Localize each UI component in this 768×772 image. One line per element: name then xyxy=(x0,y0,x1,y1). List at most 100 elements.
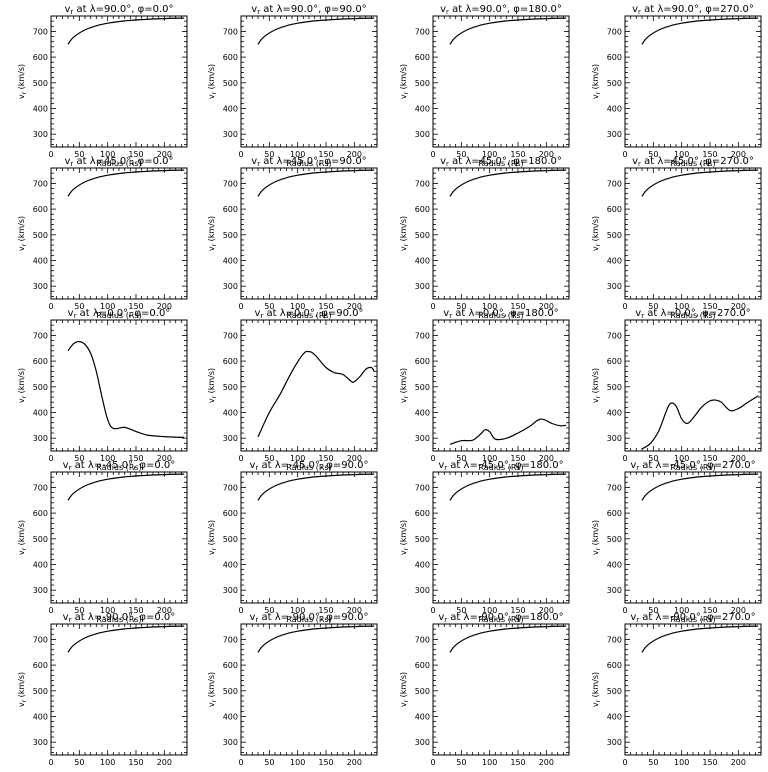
y-tick-label: 300 xyxy=(415,434,430,443)
plot-frame xyxy=(432,623,570,756)
y-axis-label: vr (km/s) xyxy=(399,368,410,403)
y-axis-label: vr (km/s) xyxy=(17,216,28,251)
plot-frame xyxy=(624,319,762,452)
y-tick-label: 600 xyxy=(33,661,48,670)
x-axis-label: Radius (Rs) xyxy=(670,615,715,624)
x-axis-label: Radius (Rs) xyxy=(96,159,141,168)
series-line xyxy=(641,473,759,501)
y-tick-label: 500 xyxy=(33,383,48,392)
y-tick-label: 300 xyxy=(33,282,48,291)
plot-frame xyxy=(240,319,378,452)
y-tick-label: 300 xyxy=(607,586,622,595)
y-tick-label: 300 xyxy=(223,586,238,595)
x-tick-label: 200 xyxy=(157,758,172,767)
y-tick-label: 500 xyxy=(415,383,430,392)
y-tick-label: 500 xyxy=(607,383,622,392)
x-axis-label: Radius (Rs) xyxy=(96,311,141,320)
y-tick-label: 500 xyxy=(607,231,622,240)
y-tick-label: 400 xyxy=(223,408,238,417)
x-tick-label: 150 xyxy=(702,150,717,159)
y-tick-label: 600 xyxy=(415,53,430,62)
x-tick-label: 50 xyxy=(456,150,466,159)
x-tick-label: 50 xyxy=(456,606,466,615)
y-tick-label: 300 xyxy=(607,434,622,443)
y-tick-label: 700 xyxy=(223,331,238,340)
y-axis-label: vr (km/s) xyxy=(591,520,602,555)
x-tick-label: 200 xyxy=(347,150,362,159)
x-axis-label: Radius (Rs) xyxy=(96,463,141,472)
y-axis-label: vr (km/s) xyxy=(207,64,218,99)
x-tick-label: 0 xyxy=(622,454,627,463)
x-tick-label: 150 xyxy=(702,302,717,311)
y-tick-label: 400 xyxy=(33,104,48,113)
series-line xyxy=(67,473,185,501)
x-tick-label: 200 xyxy=(157,302,172,311)
y-axis-label: vr (km/s) xyxy=(17,368,28,403)
plot-frame xyxy=(50,471,188,604)
plot-frame xyxy=(50,623,188,756)
y-axis-label: vr (km/s) xyxy=(399,520,410,555)
x-tick-label: 150 xyxy=(318,302,333,311)
x-tick-label: 200 xyxy=(539,150,554,159)
x-tick-label: 50 xyxy=(264,758,274,767)
y-tick-label: 600 xyxy=(607,661,622,670)
y-axis-label: vr (km/s) xyxy=(17,672,28,707)
plot-frame xyxy=(432,15,570,148)
x-tick-label: 100 xyxy=(100,758,115,767)
series-line xyxy=(449,473,567,501)
x-tick-label: 100 xyxy=(674,150,689,159)
x-tick-label: 100 xyxy=(290,302,305,311)
panel-title: vr at λ=90.0°, φ=270.0° xyxy=(632,4,754,16)
y-tick-label: 600 xyxy=(415,661,430,670)
y-tick-label: 600 xyxy=(223,509,238,518)
y-tick-label: 600 xyxy=(415,509,430,518)
x-tick-label: 150 xyxy=(702,454,717,463)
series-line xyxy=(67,340,185,438)
x-tick-label: 100 xyxy=(290,150,305,159)
panel-title: vr at λ=-90.0°, φ=270.0° xyxy=(630,612,755,624)
y-tick-label: 700 xyxy=(33,27,48,36)
x-tick-label: 0 xyxy=(238,606,243,615)
x-tick-label: 200 xyxy=(347,606,362,615)
x-tick-label: 200 xyxy=(347,302,362,311)
x-axis-label: Radius (Rs) xyxy=(670,463,715,472)
x-tick-label: 0 xyxy=(238,454,243,463)
x-tick-label: 50 xyxy=(648,302,658,311)
plot-frame xyxy=(432,319,570,452)
y-tick-label: 500 xyxy=(607,687,622,696)
x-tick-label: 100 xyxy=(674,758,689,767)
y-tick-label: 600 xyxy=(415,205,430,214)
x-tick-label: 50 xyxy=(74,758,84,767)
y-tick-label: 600 xyxy=(415,357,430,366)
panel-title: vr at λ=90.0°, φ=180.0° xyxy=(440,4,562,16)
series-line xyxy=(449,625,567,653)
series-line xyxy=(257,169,375,197)
x-tick-label: 200 xyxy=(157,454,172,463)
y-tick-label: 300 xyxy=(33,130,48,139)
panel-title: vr at λ=0.0°, φ=0.0° xyxy=(68,308,171,320)
y-tick-label: 600 xyxy=(33,53,48,62)
y-tick-label: 500 xyxy=(223,535,238,544)
panel-title: vr at λ=-90.0°, φ=180.0° xyxy=(438,612,563,624)
panel-title: vr at λ=45.0°, φ=90.0° xyxy=(251,156,366,168)
x-axis-label: Radius (Rs) xyxy=(286,615,331,624)
y-tick-label: 300 xyxy=(33,738,48,747)
y-tick-label: 400 xyxy=(223,560,238,569)
y-tick-label: 400 xyxy=(415,104,430,113)
series-line xyxy=(449,418,567,445)
plot-frame xyxy=(50,167,188,300)
y-axis-label: vr (km/s) xyxy=(591,368,602,403)
y-tick-label: 300 xyxy=(415,586,430,595)
x-tick-label: 100 xyxy=(674,302,689,311)
x-tick-label: 50 xyxy=(648,454,658,463)
x-tick-label: 0 xyxy=(48,606,53,615)
x-tick-label: 0 xyxy=(238,302,243,311)
y-tick-label: 500 xyxy=(223,687,238,696)
y-axis-label: vr (km/s) xyxy=(399,672,410,707)
